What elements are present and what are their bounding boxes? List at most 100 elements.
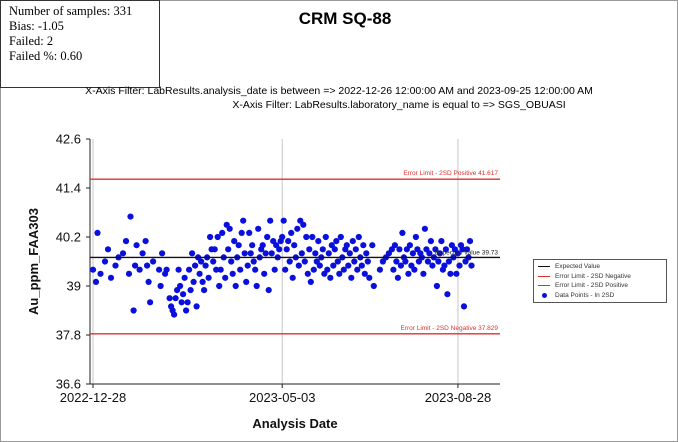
data-point [316,262,323,269]
data-point [319,246,326,253]
data-point [139,250,146,257]
data-point [426,250,433,257]
data-point [406,242,413,249]
data-point [453,270,460,277]
data-point [283,246,290,253]
data-point [238,229,245,236]
data-point [396,246,403,253]
data-point [390,266,397,273]
data-point [300,221,307,228]
data-point [142,238,149,245]
data-point [285,238,292,245]
legend-label: Error Limit - 2SD Positive [555,282,628,290]
data-point [181,274,188,281]
data-point [322,233,329,241]
data-point [442,246,449,253]
data-point [393,258,400,265]
data-point [307,278,314,285]
data-point [301,258,308,265]
data-point [189,250,196,257]
data-point [330,262,337,269]
data-point [246,229,253,236]
y-tick-label: 39 [67,279,81,294]
data-point [432,246,439,253]
data-point [397,262,404,269]
data-point [163,266,170,273]
data-point [210,258,217,265]
y-tick-label: 42.6 [56,132,81,147]
data-point [217,266,224,273]
legend-line-icon [538,275,550,277]
data-point [177,282,184,290]
data-point [145,278,152,285]
data-point [172,295,179,302]
data-point [427,238,434,245]
data-point [249,242,256,249]
expected-value-label: Expected Value 39.73 [435,249,499,256]
data-point [291,242,298,249]
data-point [405,270,412,277]
data-point [424,258,431,265]
data-point [243,278,250,285]
x-axis-title: Analysis Date [252,416,337,431]
data-point [232,282,239,290]
y-axis-title: Au_ppm_FAA303 [26,208,41,315]
data-point [355,233,362,241]
data-point [104,246,112,253]
data-point [376,266,383,273]
data-point [156,266,163,273]
stats-box: Number of samples: 331 Bias: -1.05 Faile… [0,0,160,88]
data-point [262,250,269,257]
data-point [352,246,359,253]
upper-limit-label: Error Limit - 2SD Positive 41.617 [403,170,498,177]
data-point [253,282,260,290]
data-point [255,225,262,232]
data-point [136,266,143,273]
data-point [252,266,259,273]
data-point [271,266,278,273]
data-point [261,270,268,277]
data-point [409,250,416,257]
data-point [412,233,419,241]
filter-lab: X-Axis Filter: LabResults.laboratory_nam… [232,99,566,111]
data-point [214,233,221,241]
data-point [363,250,370,257]
data-point [276,246,283,253]
data-point [310,266,317,273]
data-point [184,299,191,306]
data-point [358,262,365,269]
data-point [337,233,344,241]
data-point [231,238,238,245]
stat-bias: Bias: -1.05 [9,19,64,33]
data-point [175,266,182,273]
data-point [150,258,157,265]
data-point [222,274,229,281]
data-point [192,262,199,269]
data-point [333,238,340,245]
data-point [219,229,226,236]
data-point [429,262,436,269]
legend-line-icon [538,266,550,268]
data-point [202,262,209,269]
data-point [468,262,475,269]
data-point [289,274,296,281]
x-tick-label: 2023-05-03 [249,390,316,405]
data-point [147,299,154,306]
legend-dot-icon [542,292,547,298]
data-point [229,270,236,277]
data-point [369,242,376,249]
data-point [294,225,301,232]
data-point [89,266,97,273]
legend-item-expected: Expected Value [538,262,666,272]
x-tick-label: 2023-08-28 [425,390,492,405]
data-point [157,282,164,290]
data-point [288,229,295,236]
data-point [201,287,208,294]
data-point [240,217,247,224]
stat-failed: Failed: 2 [9,34,54,48]
data-point [312,250,319,257]
data-point [244,262,251,269]
data-point [92,278,100,285]
data-point [107,274,115,281]
data-point [207,233,214,241]
